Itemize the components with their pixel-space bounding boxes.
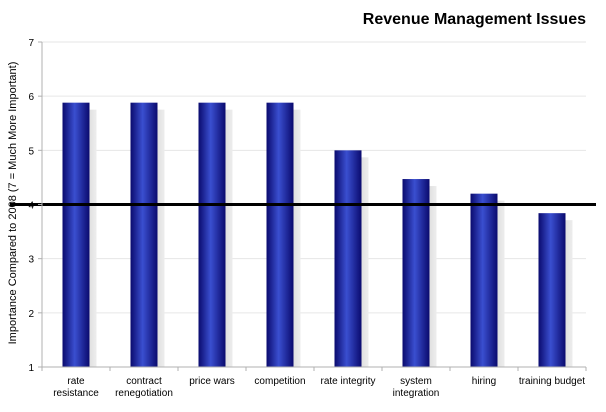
- x-tick-label: system integration: [393, 376, 440, 399]
- y-tick-label: 1: [28, 363, 34, 374]
- y-tick-label: 6: [28, 92, 34, 103]
- x-tick-label: rate integrity: [320, 376, 375, 387]
- x-tick-label: training budget: [519, 376, 585, 387]
- bar: [266, 102, 294, 368]
- y-axis-label: Importance Compared to 2008 (7 = Much Mo…: [7, 62, 19, 345]
- x-tick-label: price wars: [189, 376, 235, 387]
- bar: [198, 102, 226, 368]
- bar: [334, 150, 362, 367]
- bar: [130, 102, 158, 368]
- x-ticks: rate resistance contract renegotiation price…: [41, 367, 587, 399]
- x-tick-label: competition: [254, 376, 305, 387]
- chart-title: Revenue Management Issues: [363, 11, 586, 28]
- y-tick-label: 5: [28, 146, 34, 157]
- bar: [470, 193, 498, 367]
- bar: [538, 213, 566, 367]
- x-tick-label: hiring: [472, 376, 496, 387]
- x-tick-label: contract renegotiation: [115, 376, 173, 399]
- y-ticks: 1 2 3 4 5 6 7: [28, 38, 42, 374]
- y-tick-label: 2: [28, 309, 34, 320]
- bars: [62, 102, 566, 368]
- y-tick-label: 3: [28, 255, 34, 266]
- y-tick-label: 7: [28, 38, 34, 49]
- x-tick-label: rate resistance: [53, 376, 99, 399]
- y-tick-label: 4: [28, 201, 34, 212]
- bar: [62, 102, 90, 368]
- bar: [402, 179, 430, 367]
